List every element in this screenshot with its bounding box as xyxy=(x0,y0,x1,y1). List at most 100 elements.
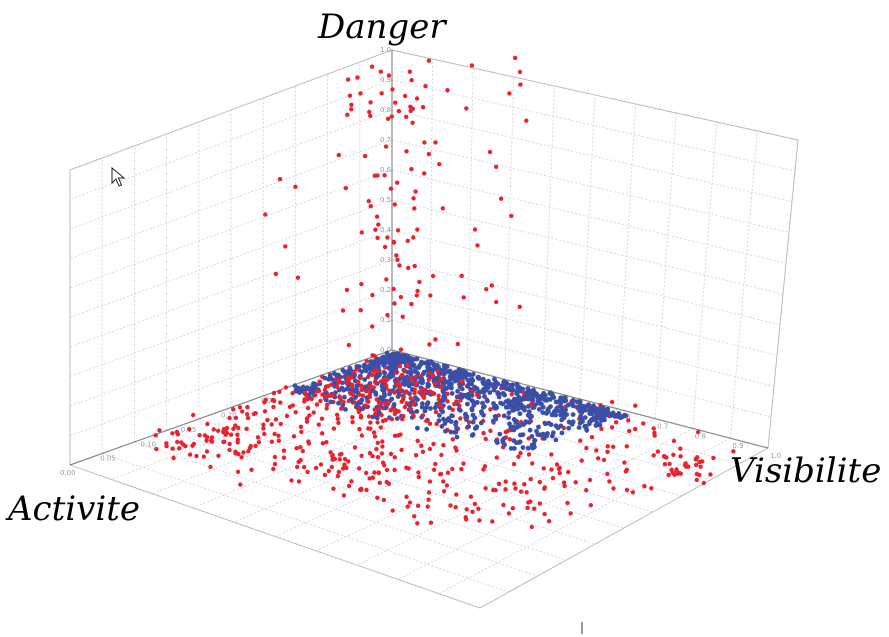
data-point xyxy=(170,431,175,436)
data-point xyxy=(328,450,333,455)
data-point xyxy=(516,454,521,459)
data-point xyxy=(565,402,571,408)
data-point xyxy=(453,378,458,384)
data-point xyxy=(283,244,288,249)
data-point xyxy=(549,467,554,472)
data-point xyxy=(509,392,514,397)
data-point xyxy=(227,415,232,421)
data-point xyxy=(602,409,607,415)
data-point xyxy=(430,391,436,396)
data-point xyxy=(348,396,354,402)
data-point xyxy=(414,356,420,362)
data-point xyxy=(422,171,427,176)
z-tick-label: 0.3 xyxy=(380,256,391,264)
data-point xyxy=(273,271,279,277)
data-point xyxy=(384,357,390,363)
data-point xyxy=(187,452,193,457)
data-point xyxy=(392,390,397,395)
data-point xyxy=(367,451,373,456)
data-point xyxy=(466,424,471,429)
data-point xyxy=(368,420,373,425)
data-point xyxy=(551,395,557,400)
data-point xyxy=(436,403,442,408)
data-point xyxy=(354,364,360,369)
data-point xyxy=(573,480,578,485)
data-point xyxy=(324,440,329,445)
data-point xyxy=(482,394,487,399)
data-point xyxy=(503,487,508,492)
data-point xyxy=(529,442,535,448)
data-point xyxy=(368,113,373,119)
data-point xyxy=(399,399,404,404)
data-point xyxy=(464,417,469,422)
z-tick-label: 0.8 xyxy=(380,106,391,114)
data-point xyxy=(698,464,703,469)
data-point xyxy=(272,461,278,467)
data-point xyxy=(170,446,175,451)
grid-line xyxy=(391,199,784,295)
data-point xyxy=(346,374,351,380)
axes-layer: 0.00.10.20.30.40.50.60.70.80.91.00.400.3… xyxy=(60,46,781,477)
data-point xyxy=(393,370,399,375)
grid-line xyxy=(69,199,393,318)
cursor-icon xyxy=(111,166,126,187)
data-point xyxy=(344,386,350,392)
data-point xyxy=(605,444,610,449)
data-point xyxy=(235,440,240,445)
data-point xyxy=(382,378,388,383)
data-point xyxy=(494,440,500,445)
data-point xyxy=(562,483,567,489)
data-point xyxy=(520,445,526,450)
data-point xyxy=(389,417,395,422)
data-point xyxy=(382,173,387,178)
data-point xyxy=(328,399,334,405)
data-point xyxy=(356,379,361,385)
data-point xyxy=(332,371,337,376)
data-point xyxy=(531,405,537,410)
data-point xyxy=(426,377,431,382)
data-point xyxy=(271,404,276,410)
data-point xyxy=(354,383,360,389)
data-point xyxy=(377,480,382,485)
data-point xyxy=(245,412,250,417)
data-point xyxy=(383,417,388,423)
data-point xyxy=(325,384,331,389)
data-point xyxy=(295,275,301,280)
data-point xyxy=(373,363,379,369)
grid-line xyxy=(356,418,656,566)
data-point xyxy=(470,371,476,377)
data-point xyxy=(349,107,354,112)
data-point xyxy=(293,184,298,189)
data-point xyxy=(362,403,368,408)
data-point xyxy=(566,469,571,475)
data-point xyxy=(313,392,318,398)
data-point xyxy=(367,109,372,115)
data-point xyxy=(358,400,364,405)
data-point xyxy=(544,397,550,403)
data-point xyxy=(372,407,377,412)
data-point xyxy=(441,489,447,494)
wall-frame xyxy=(69,49,799,465)
data-point xyxy=(502,442,507,448)
data-point xyxy=(476,506,481,511)
data-point xyxy=(383,405,389,410)
data-point xyxy=(404,149,409,154)
z-tick-label: 0.6 xyxy=(380,166,392,174)
data-point xyxy=(597,414,603,419)
data-point xyxy=(419,404,425,410)
y-tick-label: 0.2 xyxy=(469,374,480,382)
data-point xyxy=(511,438,517,443)
data-point xyxy=(524,118,529,123)
data-point xyxy=(379,451,385,456)
data-point xyxy=(476,374,481,380)
data-point xyxy=(528,476,533,482)
data-point xyxy=(339,451,344,457)
data-point xyxy=(385,116,391,122)
data-point xyxy=(379,396,385,402)
data-point xyxy=(678,454,683,459)
data-point xyxy=(445,391,450,396)
y-tick-label: 0.8 xyxy=(695,432,706,440)
data-point xyxy=(367,394,373,399)
grid-line xyxy=(166,430,567,561)
data-point xyxy=(501,391,506,396)
